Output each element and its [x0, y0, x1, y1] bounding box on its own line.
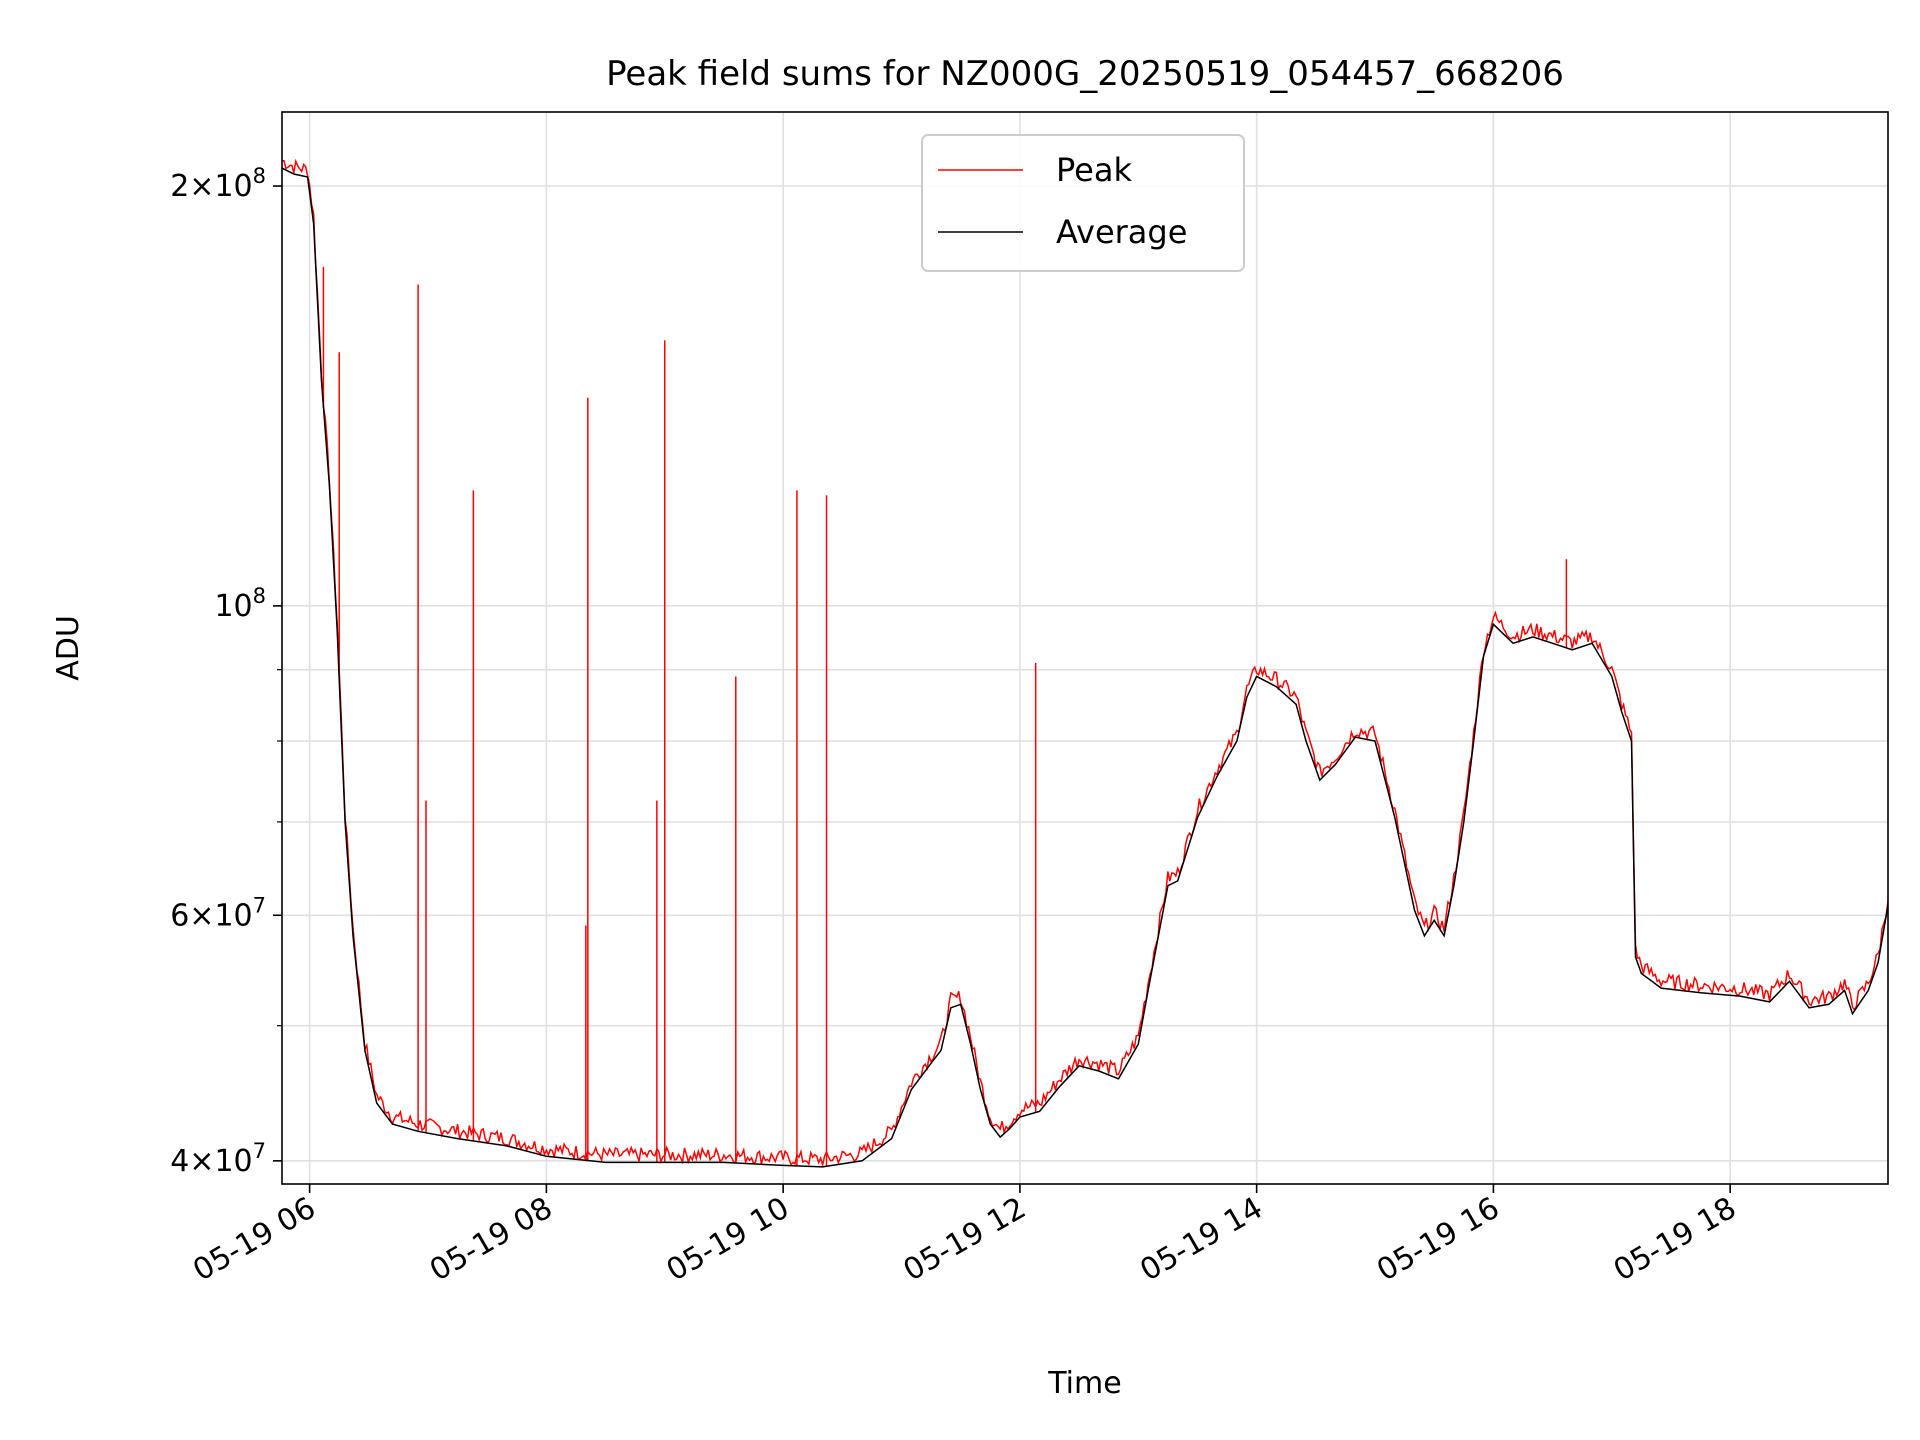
- legend-box: [921, 134, 1245, 272]
- axes-frame: [281, 111, 1889, 1185]
- plot-area: [282, 158, 1888, 1168]
- y-tick-label: 6×107: [170, 893, 266, 933]
- y-tick-label: 2×108: [170, 164, 266, 204]
- chart-title: Peak field sums for NZ000G_20250519_0544…: [606, 54, 1564, 94]
- y-axis-label: ADU: [51, 615, 86, 681]
- y-tick-label: 4×107: [170, 1139, 266, 1179]
- x-axis-label: Time: [1047, 1366, 1121, 1401]
- y-axis: 4×107 6×107 108 2×108: [170, 164, 282, 1179]
- peak-series-line: [282, 158, 1888, 1168]
- legend-average-label: Average: [1056, 213, 1187, 251]
- legend: Peak Average: [921, 134, 1245, 272]
- average-series-line: [282, 167, 1888, 1168]
- legend-peak-label: Peak: [1056, 151, 1132, 189]
- y-tick-label: 108: [214, 584, 266, 624]
